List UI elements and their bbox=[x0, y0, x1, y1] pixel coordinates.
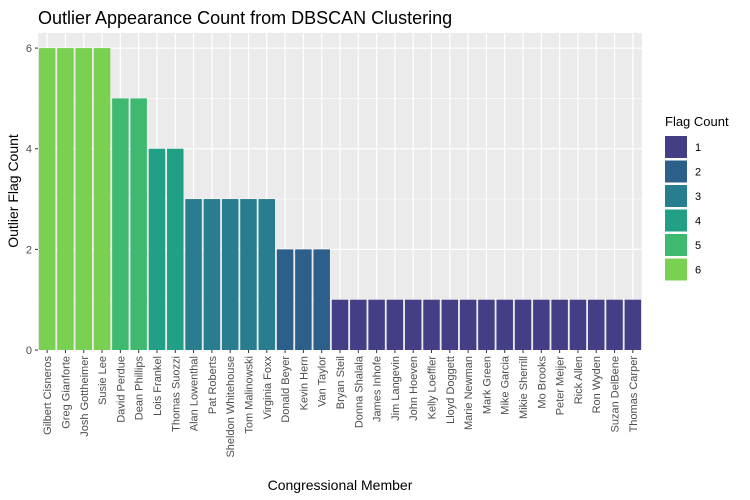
x-tick-label: Alan Lowenthal bbox=[189, 356, 201, 431]
x-tick-label: Mark Green bbox=[481, 356, 493, 414]
x-tick-label: Lloyd Doggett bbox=[445, 356, 457, 424]
bar bbox=[148, 148, 166, 350]
legend-key bbox=[665, 209, 687, 232]
x-tick-label: Van Taylor bbox=[317, 356, 329, 407]
x-tick-label: David Perdue bbox=[115, 356, 127, 423]
x-tick-label: Rick Allen bbox=[573, 356, 585, 404]
x-tick-label: Peter Meijer bbox=[555, 356, 567, 416]
y-axis-title: Outlier Flag Count bbox=[5, 134, 21, 248]
legend-key bbox=[665, 234, 687, 256]
bar bbox=[276, 249, 294, 350]
bar bbox=[441, 299, 459, 350]
x-tick-label: Josh Gottheimer bbox=[79, 356, 91, 437]
bar bbox=[404, 299, 422, 350]
bar bbox=[423, 299, 440, 350]
x-tick-label: Donald Beyer bbox=[280, 356, 292, 423]
x-tick-label: Jim Langevin bbox=[390, 356, 402, 421]
legend-label: 2 bbox=[695, 167, 701, 179]
bar bbox=[313, 249, 330, 350]
bar bbox=[533, 299, 550, 350]
x-tick-label: James Inhofe bbox=[372, 356, 384, 422]
x-tick-label: Greg Gianforte bbox=[60, 356, 72, 429]
y-tick-label: 0 bbox=[26, 345, 32, 357]
y-tick-label: 4 bbox=[26, 144, 32, 156]
bar bbox=[258, 199, 276, 350]
bar bbox=[203, 199, 221, 350]
bar bbox=[185, 199, 202, 350]
bar bbox=[38, 48, 56, 350]
legend-label: 4 bbox=[695, 216, 701, 228]
y-tick-label: 2 bbox=[26, 244, 32, 256]
bar bbox=[606, 299, 623, 350]
bar bbox=[551, 299, 568, 350]
y-axis: 0 2 4 6 bbox=[26, 43, 38, 357]
bar bbox=[167, 148, 184, 350]
bar bbox=[221, 199, 239, 350]
x-tick-label: Mo Brooks bbox=[536, 356, 548, 409]
x-tick-label: Tom Malinowski bbox=[243, 356, 255, 434]
bar bbox=[459, 299, 477, 350]
legend-label: 1 bbox=[695, 142, 701, 154]
bar bbox=[93, 48, 111, 350]
x-tick-label: Susie Lee bbox=[97, 356, 109, 405]
bar bbox=[569, 299, 587, 350]
bar bbox=[57, 48, 74, 350]
chart-title: Outlier Appearance Count from DBSCAN Clu… bbox=[38, 8, 452, 28]
bar bbox=[478, 299, 495, 350]
x-tick-label: Kelly Loeffler bbox=[427, 356, 439, 420]
x-tick-label: Bryan Steil bbox=[335, 356, 347, 409]
legend-label: 6 bbox=[695, 265, 701, 277]
bar bbox=[112, 98, 129, 351]
bars bbox=[38, 48, 642, 351]
x-tick-label: Mike Garcia bbox=[500, 355, 512, 415]
legend-key bbox=[665, 258, 687, 281]
x-tick-label: Sheldon Whitehouse bbox=[225, 356, 237, 458]
bar bbox=[386, 299, 404, 350]
x-tick-label: Virginia Foxx bbox=[262, 356, 274, 420]
legend-label: 3 bbox=[695, 191, 701, 203]
x-tick-label: Kevin Hern bbox=[298, 356, 310, 410]
bar bbox=[588, 299, 605, 350]
bar bbox=[130, 98, 147, 351]
x-tick-label: Ron Wyden bbox=[591, 356, 603, 413]
x-tick-label: Lois Frankel bbox=[152, 356, 164, 416]
x-tick-label: Mikie Sherrill bbox=[518, 356, 530, 419]
x-tick-label: Pat Roberts bbox=[207, 356, 219, 415]
bar bbox=[624, 299, 642, 350]
x-tick-label: John Hoeven bbox=[408, 356, 420, 421]
legend: Flag Count 1 2 3 4 5 6 bbox=[665, 114, 729, 281]
bar bbox=[331, 299, 349, 350]
x-tick-label: Suzan DelBene bbox=[610, 356, 622, 432]
legend-key bbox=[665, 136, 687, 158]
bar bbox=[75, 48, 92, 350]
legend-title: Flag Count bbox=[665, 114, 729, 129]
x-tick-label: Marie Newman bbox=[463, 356, 475, 430]
legend-key bbox=[665, 160, 687, 183]
bar bbox=[514, 299, 532, 350]
x-tick-label: Thomas Suozzi bbox=[170, 356, 182, 432]
x-axis: Gilbert Cisneros Greg Gianforte Josh Gotth… bbox=[42, 350, 640, 458]
x-tick-label: Dean Phillips bbox=[134, 356, 146, 421]
x-tick-label: Gilbert Cisneros bbox=[42, 356, 54, 435]
bar bbox=[350, 299, 367, 350]
bar bbox=[368, 299, 385, 350]
x-tick-label: Thomas Carper bbox=[628, 356, 640, 433]
bar bbox=[240, 199, 257, 350]
bar bbox=[496, 299, 513, 350]
x-tick-label: Donna Shalala bbox=[353, 355, 365, 428]
bar bbox=[295, 249, 312, 350]
legend-label: 5 bbox=[695, 240, 701, 252]
y-tick-label: 6 bbox=[26, 43, 32, 55]
x-axis-title: Congressional Member bbox=[268, 477, 413, 493]
legend-key bbox=[665, 185, 687, 207]
